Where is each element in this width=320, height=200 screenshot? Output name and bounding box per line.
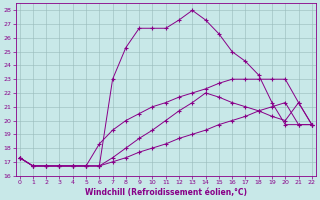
X-axis label: Windchill (Refroidissement éolien,°C): Windchill (Refroidissement éolien,°C) [85, 188, 247, 197]
